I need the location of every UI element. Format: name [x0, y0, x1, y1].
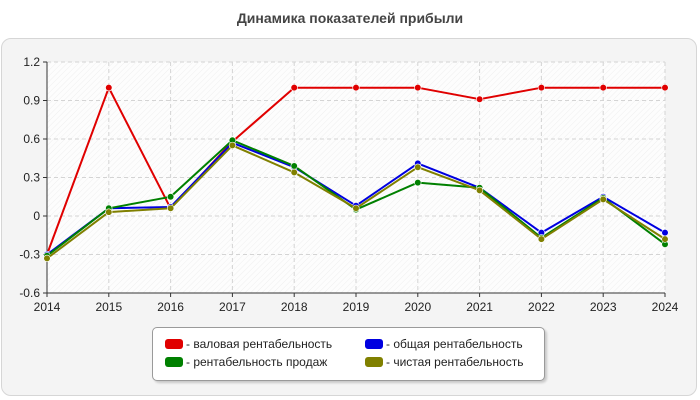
data-point-0	[352, 84, 360, 92]
legend-item: - общая рентабельность	[365, 335, 545, 353]
x-tick-label: 2020	[404, 300, 431, 314]
y-tick-label: -0.3	[19, 248, 40, 262]
legend-label: - валовая рентабельность	[186, 337, 333, 351]
data-point-0	[290, 84, 298, 92]
y-tick-label: -0.6	[19, 286, 40, 300]
data-point-2	[414, 179, 422, 187]
y-tick-label: 0.3	[23, 171, 40, 185]
data-point-0	[599, 84, 607, 92]
x-tick-label: 2017	[219, 300, 246, 314]
data-point-0	[476, 95, 484, 103]
data-point-3	[476, 186, 484, 194]
data-point-0	[414, 84, 422, 92]
legend: - валовая рентабельность - общая рентабел…	[152, 327, 545, 381]
y-tick-label: 0.6	[23, 132, 40, 146]
data-point-3	[599, 195, 607, 203]
data-point-3	[228, 141, 236, 150]
data-point-2	[167, 193, 175, 201]
data-point-3	[105, 208, 113, 216]
data-point-3	[414, 163, 422, 171]
x-tick-label: 2021	[466, 300, 493, 314]
legend-item: - чистая рентабельность	[365, 353, 545, 371]
legend-item: - рентабельность продаж	[165, 353, 365, 371]
y-tick-label: 0.9	[23, 94, 40, 108]
legend-label: - чистая рентабельность	[386, 355, 524, 369]
x-tick-label: 2014	[34, 300, 61, 314]
chart-title: Динамика показателей прибыли	[236, 10, 464, 26]
legend-label: - общая рентабельность	[386, 337, 523, 351]
x-tick-label: 2015	[95, 300, 122, 314]
x-tick-label: 2019	[343, 300, 370, 314]
y-tick-label: 1.2	[23, 55, 40, 69]
data-point-2	[290, 162, 298, 170]
legend-swatch	[365, 357, 383, 367]
legend-swatch	[165, 357, 183, 367]
y-tick-label: 0	[33, 209, 40, 223]
x-tick-label: 2024	[652, 300, 679, 314]
x-tick-label: 2023	[590, 300, 617, 314]
legend-swatch	[165, 339, 183, 349]
series-lines	[43, 84, 669, 262]
legend-label: - рентабельность продаж	[186, 355, 328, 369]
data-point-3	[167, 204, 175, 212]
data-point-3	[661, 235, 669, 243]
data-point-0	[105, 84, 113, 92]
data-point-3	[290, 168, 298, 176]
data-point-3	[43, 254, 51, 262]
data-point-3	[537, 235, 546, 243]
data-point-0	[537, 84, 546, 92]
x-tick-label: 2022	[528, 300, 555, 314]
legend-item: - валовая рентабельность	[165, 335, 365, 353]
data-point-3	[352, 204, 360, 212]
x-tick-label: 2016	[157, 300, 184, 314]
data-point-1	[661, 229, 669, 237]
x-tick-label: 2018	[281, 300, 308, 314]
data-point-0	[661, 84, 669, 92]
legend-swatch	[365, 339, 383, 349]
